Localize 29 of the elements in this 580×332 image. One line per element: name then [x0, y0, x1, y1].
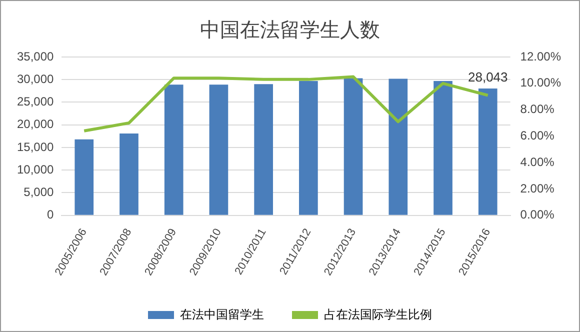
y2-tick-label: 0.00% — [520, 208, 555, 222]
bar — [74, 139, 94, 215]
bar — [299, 80, 318, 215]
y-tick-label: 30,000 — [17, 72, 54, 86]
y-tick-label: 20,000 — [17, 117, 54, 132]
legend-label: 在法中国留学生 — [180, 307, 264, 322]
y2-tick-label: 2.00% — [520, 181, 555, 196]
bar — [209, 84, 228, 215]
bar — [344, 78, 363, 215]
y-tick-label: 15,000 — [17, 140, 54, 154]
bar — [434, 80, 452, 215]
y2-tick-label: 10.00% — [520, 76, 562, 90]
bar — [254, 84, 273, 215]
data-label: 28,043 — [468, 70, 508, 85]
y2-tick-label: 8.00% — [520, 102, 555, 116]
y-tick-label: 5,000 — [24, 185, 54, 200]
bar — [388, 78, 408, 215]
bar — [164, 84, 184, 215]
legend-label: 占在法国际学生比例 — [324, 307, 432, 322]
y-tick-label: 0 — [47, 208, 54, 222]
bar — [478, 88, 498, 215]
y2-tick-label: 12.00% — [520, 49, 562, 64]
y-tick-label: 35,000 — [17, 49, 54, 64]
y-tick-label: 10,000 — [17, 162, 54, 176]
y2-tick-label: 6.00% — [520, 128, 555, 142]
chart-title: 中国在法留学生人数 — [200, 20, 380, 42]
y2-tick-label: 4.00% — [520, 154, 555, 169]
bar — [120, 133, 138, 215]
y-tick-label: 25,000 — [17, 94, 54, 109]
